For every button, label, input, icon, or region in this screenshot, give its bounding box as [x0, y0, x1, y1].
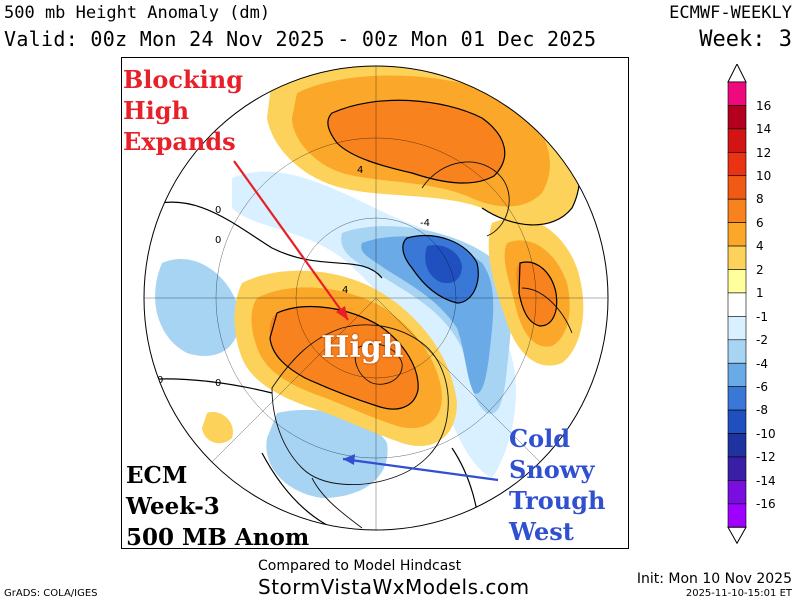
colorbar-label: -16 [756, 497, 776, 512]
annotation-line: West [509, 517, 574, 546]
colorbar-swatch [727, 245, 747, 270]
colorbar-swatch [727, 433, 747, 458]
colorbar-swatch [727, 222, 747, 247]
colorbar-swatch [727, 269, 747, 294]
colorbar-swatch [727, 456, 747, 481]
annotation-high: High [321, 330, 404, 365]
colorbar-swatch [727, 503, 747, 528]
colorbar-label: 12 [756, 145, 772, 160]
colorbar-swatch [727, 316, 747, 341]
annotation-line: Cold [509, 424, 571, 453]
colorbar-swatch [727, 128, 747, 153]
annotation-line: Expands [123, 127, 236, 156]
contour-label: 0 [157, 375, 163, 386]
annotation-line: Trough [509, 486, 606, 515]
colorbar-label: -8 [756, 403, 768, 418]
contour-label: 0 [215, 235, 221, 246]
anomaly-neg-arctic-min [425, 245, 462, 284]
footer-site[interactable]: StormVistaWxModels.com [258, 575, 530, 599]
map-title: 500 mb Height Anomaly (dm) [4, 3, 271, 23]
annotation-ecm: ECM Week-3 500 MB Anom [126, 460, 326, 553]
blocking-arrow [233, 160, 349, 321]
colorbar-top-arrow [727, 64, 747, 83]
contour-label: 0 [215, 205, 221, 216]
annotation-line: ECM [126, 462, 188, 489]
colorbar-label: 4 [756, 239, 764, 254]
colorbar-swatch [727, 81, 747, 106]
blocking-arrowhead [336, 306, 348, 320]
colorbar-label: 2 [756, 262, 764, 277]
colorbar-label: 1 [756, 286, 764, 301]
footer-grads: GrADS: COLA/IGES [4, 588, 98, 599]
annotation-line: Blocking [123, 65, 243, 94]
anomaly-neg-west-us [266, 409, 388, 498]
colorbar-swatch [727, 198, 747, 223]
annotation-cold-trough: Cold Snowy Trough West [509, 423, 619, 547]
contour-label: 4 [357, 165, 363, 176]
footer-init: Init: Mon 10 Nov 2025 [636, 571, 792, 587]
contour-label: 0 [215, 378, 221, 389]
colorbar-swatch [727, 480, 747, 505]
colorbar-label: -2 [756, 333, 768, 348]
colorbar-label: -10 [756, 426, 776, 441]
colorbar-swatch [727, 386, 747, 411]
colorbar-swatch [727, 362, 747, 387]
colorbar-label: 8 [756, 192, 764, 207]
colorbar-label: 14 [756, 122, 772, 137]
contour-label: -4 [420, 218, 430, 229]
colorbar-label: 6 [756, 215, 764, 230]
colorbar-swatch [727, 105, 747, 130]
annotation-line: 500 MB Anom [126, 524, 310, 551]
valid-period: Valid: 00z Mon 24 Nov 2025 - 00z Mon 01 … [4, 27, 597, 51]
colorbar-label: 16 [756, 98, 772, 113]
colorbar-label: -14 [756, 473, 776, 488]
map-panel: 0 0 0 4 4 -4 0 [121, 57, 629, 549]
colorbar-swatch [727, 175, 747, 200]
annotation-blocking-high: Blocking High Expands [123, 64, 243, 157]
graticule [144, 66, 608, 530]
colorbar-bottom-arrow [727, 526, 747, 544]
footer-stamp: 2025-11-10-15:01 ET [685, 588, 792, 599]
annotation-line: Snowy [509, 455, 595, 484]
hemisphere-border [143, 65, 609, 531]
anomaly-neg-pacific [155, 259, 241, 357]
colorbar-label: -4 [756, 356, 768, 371]
annotation-line: Week-3 [126, 493, 220, 520]
colorbar-label: -1 [756, 309, 768, 324]
model-name: ECMWF-WEEKLY [669, 3, 792, 23]
colorbar-label: -12 [756, 450, 776, 465]
colorbar-swatch [727, 152, 747, 177]
colorbar [727, 64, 747, 544]
footer-compared: Compared to Model Hindcast [258, 558, 462, 574]
colorbar-swatch [727, 292, 747, 317]
anomaly-pos-canada-3 [269, 306, 419, 410]
annotation-line: High [123, 96, 190, 125]
colorbar-swatch [727, 339, 747, 364]
colorbar-label: -6 [756, 379, 768, 394]
anomaly-map: 0 0 0 4 4 -4 0 [143, 65, 609, 531]
trough-arrowhead [343, 454, 355, 465]
colorbar-label: 10 [756, 169, 772, 184]
anomaly-pos-small [202, 412, 233, 444]
coastlines [271, 161, 573, 529]
contour-label: 4 [342, 285, 348, 296]
trough-arrow [342, 457, 499, 482]
week-label: Week: 3 [699, 27, 792, 52]
colorbar-swatch [727, 409, 747, 434]
anomaly-pos-europe-3 [516, 262, 557, 326]
